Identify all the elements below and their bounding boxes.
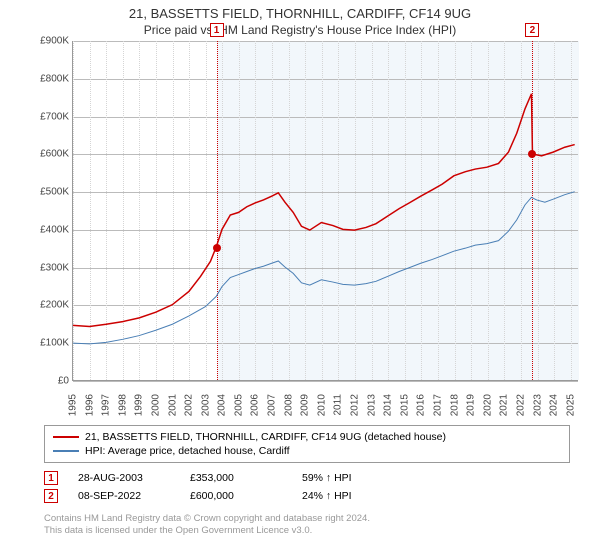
x-axis-label: 1997 (101, 394, 112, 416)
price-point (528, 150, 536, 158)
chart-lines (73, 41, 578, 380)
event-date: 28-AUG-2003 (78, 472, 170, 484)
x-axis-label: 2017 (432, 394, 443, 416)
event-date: 08-SEP-2022 (78, 490, 170, 502)
x-axis-label: 2008 (283, 394, 294, 416)
chart: £0 £100K £200K £300K £400K £500K £600K £700K £80… (34, 41, 594, 421)
x-axis-label: 1996 (84, 394, 95, 416)
x-axis-label: 2001 (167, 394, 178, 416)
x-axis-label: 2010 (316, 394, 327, 416)
x-axis-label: 1998 (117, 394, 128, 416)
footer-line: This data is licensed under the Open Gov… (44, 525, 570, 537)
x-axis-label: 2013 (366, 394, 377, 416)
y-axis-label: £400K (33, 224, 69, 235)
price-point (213, 244, 221, 252)
x-axis-label: 2014 (383, 394, 394, 416)
series-hpi (73, 192, 575, 344)
title-address: 21, BASSETTS FIELD, THORNHILL, CARDIFF, … (0, 0, 600, 21)
x-axis-label: 2021 (499, 394, 510, 416)
h-gridline (73, 381, 578, 382)
event-pct: 59% ↑ HPI (302, 472, 394, 484)
event-row: 2 08-SEP-2022 £600,000 24% ↑ HPI (44, 487, 570, 505)
series-price_paid (73, 94, 575, 327)
x-axis-label: 2023 (532, 394, 543, 416)
legend: 21, BASSETTS FIELD, THORNHILL, CARDIFF, … (44, 425, 570, 463)
x-axis-label: 2025 (565, 394, 576, 416)
x-axis-label: 2011 (333, 394, 344, 416)
legend-label: 21, BASSETTS FIELD, THORNHILL, CARDIFF, … (85, 431, 446, 443)
event-row: 1 28-AUG-2003 £353,000 59% ↑ HPI (44, 469, 570, 487)
event-price: £353,000 (190, 472, 282, 484)
y-axis-label: £500K (33, 187, 69, 198)
y-axis-label: £600K (33, 149, 69, 160)
x-axis-label: 2020 (482, 394, 493, 416)
x-axis-label: 2015 (399, 394, 410, 416)
footer-attribution: Contains HM Land Registry data © Crown c… (44, 513, 570, 538)
x-axis-label: 2004 (217, 394, 228, 416)
event-marker: 2 (44, 489, 58, 503)
x-axis-label: 1999 (134, 394, 145, 416)
y-axis-label: £300K (33, 262, 69, 273)
y-axis-label: £100K (33, 338, 69, 349)
event-table: 1 28-AUG-2003 £353,000 59% ↑ HPI 2 08-SEP-202… (44, 469, 570, 505)
reference-marker: 2 (525, 23, 539, 37)
x-axis-label: 2019 (466, 394, 477, 416)
x-axis-label: 2016 (416, 394, 427, 416)
legend-swatch (53, 450, 79, 452)
legend-label: HPI: Average price, detached house, Card… (85, 445, 290, 457)
x-axis-label: 2007 (267, 394, 278, 416)
reference-marker: 1 (210, 23, 224, 37)
x-axis-label: 2005 (233, 394, 244, 416)
y-axis-label: £700K (33, 111, 69, 122)
legend-row: HPI: Average price, detached house, Card… (53, 444, 561, 458)
plot-area: £0£100K£200K£300K£400K£500K£600K£700K£80… (72, 41, 578, 381)
x-axis-label: 2006 (250, 394, 261, 416)
y-axis-label: £200K (33, 300, 69, 311)
x-axis-label: 1995 (68, 394, 79, 416)
x-axis-label: 2012 (350, 394, 361, 416)
x-axis-label: 2024 (549, 394, 560, 416)
y-axis-label: £800K (33, 73, 69, 84)
footer-line: Contains HM Land Registry data © Crown c… (44, 513, 570, 525)
event-marker: 1 (44, 471, 58, 485)
x-axis-label: 2009 (300, 394, 311, 416)
y-axis-label: £0 (33, 376, 69, 387)
x-axis-label: 2003 (200, 394, 211, 416)
x-axis-label: 2022 (515, 394, 526, 416)
x-axis-label: 2002 (184, 394, 195, 416)
legend-swatch (53, 436, 79, 438)
y-axis-label: £900K (33, 36, 69, 47)
title-subtitle: Price paid vs. HM Land Registry's House … (0, 21, 600, 41)
event-price: £600,000 (190, 490, 282, 502)
event-pct: 24% ↑ HPI (302, 490, 394, 502)
legend-row: 21, BASSETTS FIELD, THORNHILL, CARDIFF, … (53, 430, 561, 444)
x-axis-label: 2000 (150, 394, 161, 416)
x-axis-label: 2018 (449, 394, 460, 416)
